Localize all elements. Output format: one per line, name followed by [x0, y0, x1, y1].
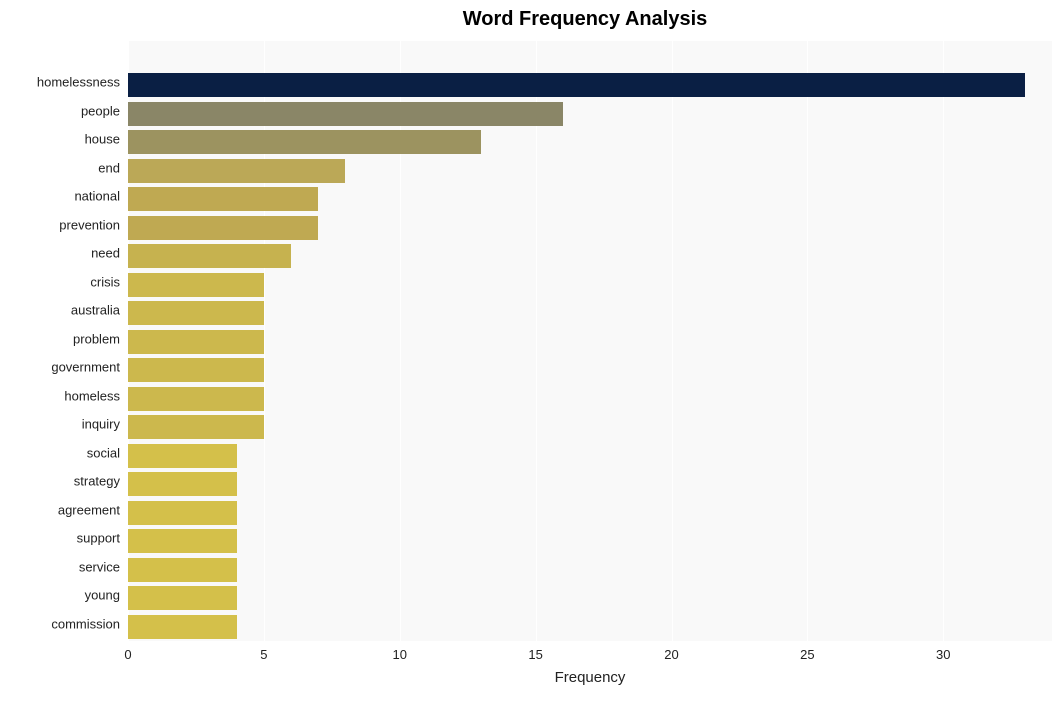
bar	[128, 586, 237, 610]
x-tick-label: 25	[800, 647, 814, 662]
y-tick-label: prevention	[59, 217, 120, 232]
y-tick-label: agreement	[58, 502, 120, 517]
y-tick-label: inquiry	[82, 417, 120, 432]
y-tick-label: end	[98, 160, 120, 175]
bar	[128, 615, 237, 639]
chart-title: Word Frequency Analysis	[8, 8, 1052, 31]
bar	[128, 529, 237, 553]
bar	[128, 216, 318, 240]
x-axis: Frequency 051015202530	[128, 641, 1052, 696]
bar	[128, 102, 563, 126]
y-tick-label: social	[87, 445, 120, 460]
x-tick-label: 20	[664, 647, 678, 662]
chart-container: Word Frequency Analysis homelessness peop…	[8, 8, 1052, 693]
x-tick-label: 10	[393, 647, 407, 662]
bar	[128, 472, 237, 496]
y-tick-label: house	[85, 132, 120, 147]
y-tick-label: homelessness	[37, 75, 120, 90]
y-tick-label: commission	[51, 616, 120, 631]
x-tick-label: 15	[528, 647, 542, 662]
bar	[128, 130, 481, 154]
y-tick-label: crisis	[90, 274, 120, 289]
y-tick-label: young	[85, 588, 120, 603]
y-tick-label: australia	[71, 303, 120, 318]
y-tick-label: government	[51, 360, 120, 375]
bar	[128, 187, 318, 211]
bar	[128, 330, 264, 354]
y-tick-label: service	[79, 559, 120, 574]
bar	[128, 387, 264, 411]
x-axis-title: Frequency	[555, 669, 626, 686]
bar	[128, 501, 237, 525]
plot-area	[128, 41, 1052, 641]
bar	[128, 444, 237, 468]
x-tick-label: 5	[260, 647, 267, 662]
y-tick-label: national	[74, 189, 120, 204]
y-tick-label: problem	[73, 331, 120, 346]
bar	[128, 244, 291, 268]
x-tick-label: 30	[936, 647, 950, 662]
y-axis-labels: homelessness people house end national preven…	[8, 38, 124, 638]
bar	[128, 415, 264, 439]
y-tick-label: support	[77, 531, 120, 546]
bar	[128, 159, 345, 183]
bar	[128, 558, 237, 582]
y-tick-label: strategy	[74, 474, 120, 489]
bar	[128, 273, 264, 297]
bar	[128, 73, 1025, 97]
y-tick-label: need	[91, 246, 120, 261]
bars-group	[128, 41, 1052, 641]
y-tick-label: people	[81, 103, 120, 118]
bar	[128, 301, 264, 325]
x-tick-label: 0	[124, 647, 131, 662]
bar	[128, 358, 264, 382]
y-tick-label: homeless	[64, 388, 120, 403]
